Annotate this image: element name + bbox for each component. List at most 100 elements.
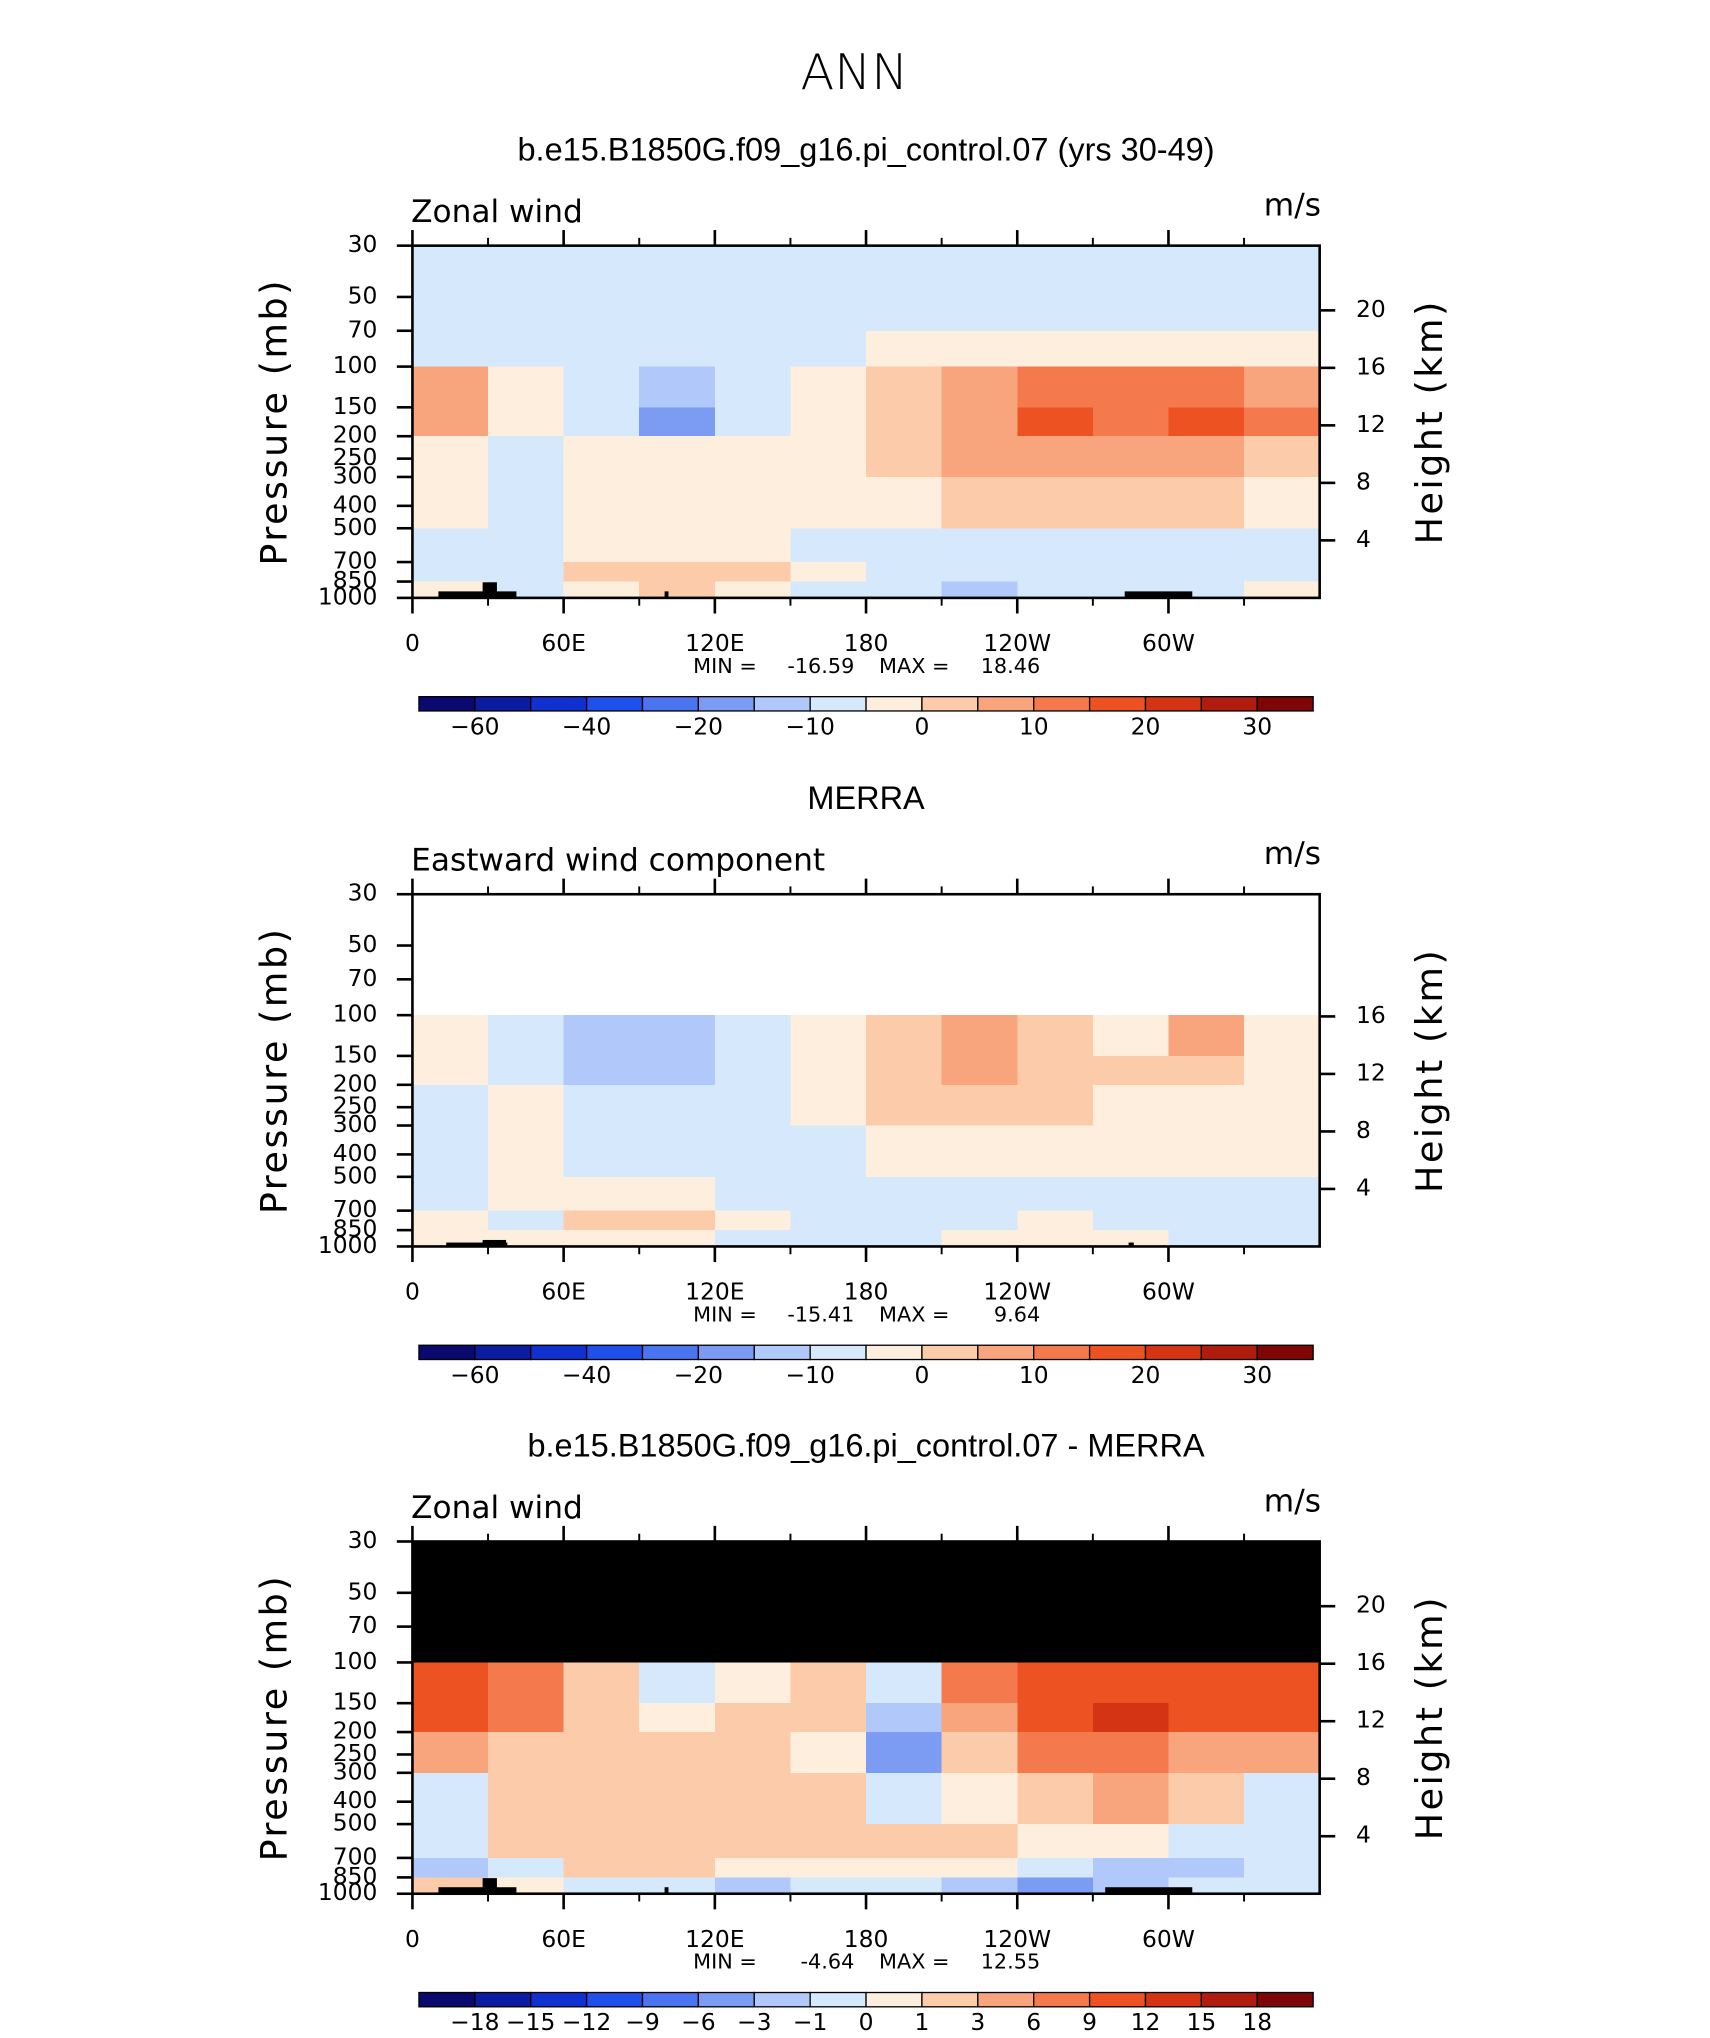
topography — [438, 591, 517, 598]
contour-cell — [1092, 1662, 1170, 1704]
contour-cell — [1017, 1541, 1094, 1628]
contour-cell — [1017, 1230, 1094, 1248]
contour-cell — [1168, 1055, 1245, 1086]
contour-cell — [941, 979, 1019, 1016]
colorbar-box — [530, 696, 588, 712]
contour-cell — [714, 245, 792, 332]
colorbar-box — [697, 696, 755, 712]
contour-cell — [866, 1125, 943, 1178]
contour-cell — [1017, 1015, 1094, 1057]
x-tick-label: 0 — [405, 1278, 420, 1306]
contour-cell — [488, 1055, 565, 1086]
contour-cell — [1244, 894, 1321, 981]
colorbar-label: 0 — [859, 2008, 874, 2036]
contour-cell — [714, 436, 792, 478]
contour-cell — [563, 1541, 641, 1628]
contour-cell — [790, 1125, 867, 1178]
contour-cell — [1092, 1015, 1170, 1057]
contour-cell — [714, 476, 792, 530]
y-tick-label: 500 — [333, 1809, 378, 1837]
max-label: MAX = — [879, 1950, 949, 1974]
contour-cell — [1017, 366, 1094, 409]
contour-cell — [1244, 1703, 1321, 1733]
contour-cell — [790, 1230, 867, 1248]
y-tick-label: 1000 — [318, 1878, 378, 1906]
contour-cell — [941, 1084, 1019, 1127]
contour-cell — [1092, 1055, 1170, 1086]
colorbar-label: 10 — [1019, 712, 1049, 740]
contour-cell — [412, 1015, 489, 1057]
colorbar-label: −6 — [681, 2008, 715, 2036]
colorbar-box — [1088, 696, 1147, 712]
contour-cell — [866, 562, 943, 583]
y-tick-label: 70 — [348, 1611, 378, 1639]
units-label: m/s — [1264, 188, 1321, 224]
contour-cell — [866, 528, 943, 563]
contour-cell — [1017, 1857, 1094, 1879]
contour-cell — [941, 1772, 1019, 1825]
max-value: 9.64 — [994, 1302, 1040, 1326]
contour-cell — [488, 476, 565, 530]
contour-cell — [488, 1125, 565, 1178]
colorbar-box — [697, 1991, 755, 2008]
contour-cell — [563, 1176, 641, 1212]
contour-cell — [1017, 245, 1094, 332]
colorbar-box — [1033, 696, 1091, 712]
contour-cell — [639, 436, 716, 478]
contour-cell — [790, 1772, 867, 1825]
contour-cell — [941, 1055, 1019, 1086]
contour-cell — [941, 1210, 1019, 1231]
y-tick-label: 700 — [333, 1195, 378, 1223]
y2-tick-label: 4 — [1356, 1173, 1371, 1201]
contour-cell — [639, 407, 716, 437]
contour-cell — [639, 245, 716, 332]
contour-cell — [866, 330, 943, 368]
contour-cell — [412, 562, 489, 583]
contour-cell — [639, 1176, 716, 1212]
contour-cell — [941, 1125, 1019, 1178]
contour-cell — [866, 1732, 943, 1774]
contour-cell — [866, 366, 943, 409]
colorbar-label: 1 — [914, 2008, 929, 2036]
contour-cell — [714, 1772, 792, 1825]
colorbar-box — [1200, 1344, 1258, 1361]
contour-cell — [941, 528, 1019, 563]
y2-tick-label: 12 — [1356, 410, 1386, 438]
contour-cell — [488, 1824, 565, 1859]
contour-cell — [1092, 1626, 1170, 1664]
colorbar-box — [1256, 1344, 1314, 1361]
y-tick-label: 500 — [333, 513, 378, 541]
contour-cell — [412, 1210, 489, 1231]
contour-cell — [639, 1877, 716, 1895]
contour-cell — [488, 562, 565, 583]
contour-cell — [412, 1703, 489, 1733]
colorbar-label: 30 — [1242, 712, 1272, 740]
colorbar-label: −60 — [450, 712, 499, 740]
panel-title: b.e15.B1850G.f09_g16.pi_control.07 - MER… — [527, 1427, 1205, 1463]
units-label: m/s — [1264, 1484, 1321, 1520]
contour-cell — [563, 1662, 641, 1704]
contour-cell — [488, 1084, 565, 1127]
contour-cell — [639, 1230, 716, 1248]
contour-cell — [1168, 1176, 1245, 1212]
contour-cell — [488, 245, 565, 332]
contour-cell — [563, 1626, 641, 1664]
contour-cell — [714, 1703, 792, 1733]
topography — [446, 1242, 508, 1247]
colorbar-label: −10 — [785, 1361, 834, 1389]
contour-cell — [866, 581, 943, 599]
contour-cell — [1244, 476, 1321, 530]
contour-cell — [412, 1732, 489, 1774]
colorbar-box — [809, 1344, 867, 1361]
y-tick-label: 50 — [348, 281, 378, 309]
contour-cell — [488, 1626, 565, 1664]
x-tick-label: 120W — [983, 1278, 1051, 1306]
contour-cell — [790, 1857, 867, 1879]
contour-cell — [488, 894, 565, 981]
contour-cell — [1168, 1732, 1245, 1774]
y2-axis-label: Height (km) — [1408, 948, 1451, 1193]
colorbar-box — [418, 1991, 476, 2008]
y-tick-label: 150 — [333, 1688, 378, 1716]
contour-cell — [866, 1015, 943, 1057]
